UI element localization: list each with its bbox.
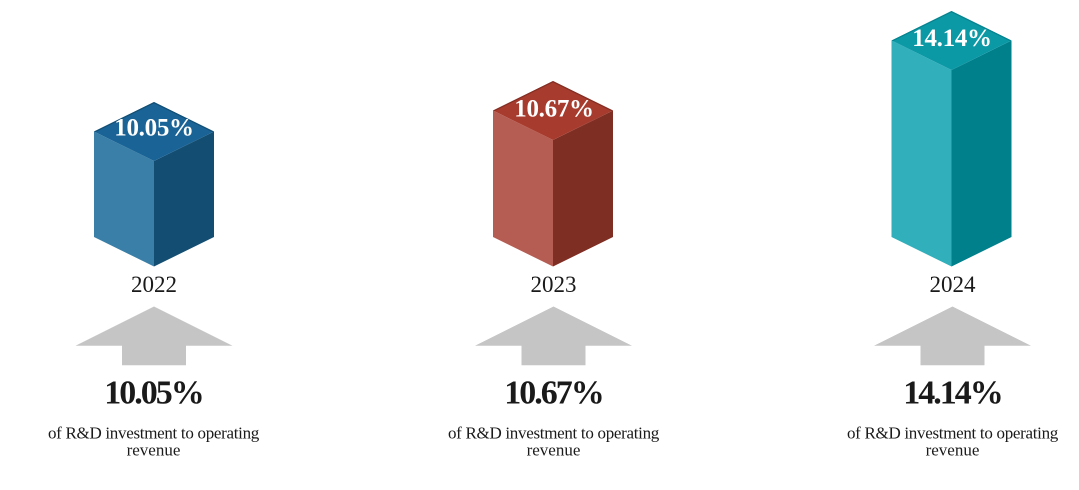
svg-text:14.14%: 14.14% <box>903 375 1002 412</box>
svg-text:2023: 2023 <box>531 272 577 297</box>
svg-text:of R&D investment to operating: of R&D investment to operating <box>448 424 660 443</box>
svg-text:of R&D investment to operating: of R&D investment to operating <box>48 424 260 443</box>
svg-text:10.05%: 10.05% <box>114 115 193 142</box>
svg-text:10.05%: 10.05% <box>104 375 203 412</box>
svg-text:of R&D investment to operating: of R&D investment to operating <box>847 424 1059 443</box>
svg-text:revenue: revenue <box>527 441 581 460</box>
svg-text:10.67%: 10.67% <box>504 375 603 412</box>
svg-text:revenue: revenue <box>127 441 181 460</box>
svg-text:2022: 2022 <box>131 272 177 297</box>
svg-text:10.67%: 10.67% <box>514 95 593 122</box>
svg-text:14.14%: 14.14% <box>912 25 991 52</box>
svg-text:revenue: revenue <box>926 441 980 460</box>
svg-text:2024: 2024 <box>930 272 977 297</box>
